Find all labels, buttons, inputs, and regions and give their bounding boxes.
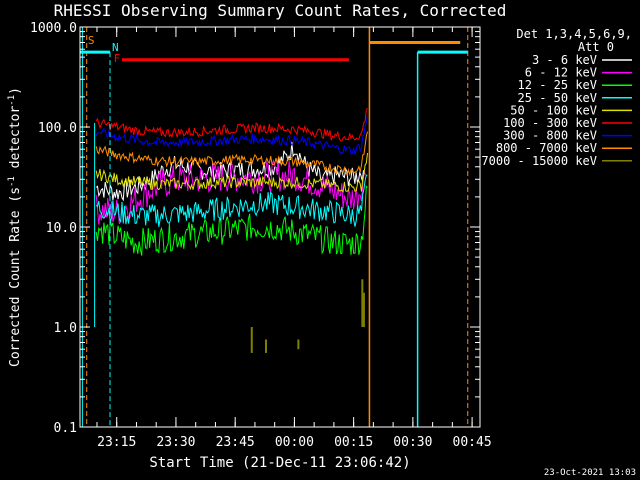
x-axis-label: Start Time (21-Dec-11 23:06:42) bbox=[149, 455, 410, 471]
flag-annotation-s: S bbox=[88, 34, 95, 47]
y-tick-label: 1000.0 bbox=[30, 21, 77, 36]
flag-annotation-n: N bbox=[112, 41, 119, 54]
series-line-2 bbox=[95, 185, 368, 256]
series-line-4 bbox=[95, 152, 368, 193]
series-line-6 bbox=[95, 115, 368, 155]
series-line-3 bbox=[95, 174, 368, 227]
legend-label-3: 25 - 50 keV bbox=[518, 91, 597, 105]
x-tick-label: 23:15 bbox=[97, 435, 136, 450]
y-axis-label-main: Corrected Count Rate (s bbox=[8, 187, 23, 367]
series-line-0 bbox=[95, 141, 364, 202]
legend-label-8: 7000 - 15000 keV bbox=[481, 154, 597, 168]
x-axis: 23:15 23:30 23:45 00:00 00:15 00:30 00:45 bbox=[96, 27, 492, 450]
series-line-1 bbox=[95, 158, 366, 225]
legend-label-1: 6 - 12 keV bbox=[525, 66, 597, 80]
legend-header-line-2: Att 0 bbox=[578, 40, 614, 54]
y-tick-label: 0.1 bbox=[54, 421, 77, 436]
chart-title: RHESSI Observing Summary Count Rates, Co… bbox=[54, 1, 507, 20]
series-line-7 bbox=[95, 131, 368, 177]
y-tick-label: 100.0 bbox=[38, 121, 77, 136]
x-tick-label: 00:15 bbox=[334, 435, 373, 450]
legend-label-7: 800 - 7000 keV bbox=[496, 141, 597, 155]
x-tick-label: 00:30 bbox=[393, 435, 432, 450]
legend-header-line-1: Det 1,3,4,5,6,9, bbox=[516, 27, 632, 41]
flag-annotation-f: F bbox=[114, 52, 121, 65]
y-axis: 0.1 1.0 10.0 100.0 1000.0 bbox=[30, 21, 480, 436]
legend-label-2: 12 - 25 keV bbox=[518, 78, 597, 92]
x-tick-label: 00:00 bbox=[275, 435, 314, 450]
y-axis-label-close: ) bbox=[8, 87, 23, 95]
series-line-5 bbox=[95, 107, 368, 142]
plot-frame bbox=[79, 26, 481, 428]
y-tick-label: 1.0 bbox=[54, 321, 77, 336]
y-axis-label-tail: detector bbox=[8, 106, 23, 177]
x-tick-label: 00:45 bbox=[453, 435, 492, 450]
flag-layer: S NF bbox=[80, 27, 469, 427]
series-layer bbox=[95, 107, 368, 353]
y-axis-label-sup-1: -1 bbox=[7, 176, 17, 187]
y-axis-label: Corrected Count Rate (s-1 detector-1) bbox=[7, 87, 23, 367]
x-tick-label: 23:45 bbox=[216, 435, 255, 450]
legend-label-6: 300 - 800 keV bbox=[503, 129, 597, 143]
footer-timestamp: 23-Oct-2021 13:03 bbox=[544, 468, 636, 478]
x-tick-label: 23:30 bbox=[156, 435, 195, 450]
legend-label-4: 50 - 100 keV bbox=[510, 103, 597, 117]
y-tick-label: 10.0 bbox=[46, 221, 77, 236]
legend-label-0: 3 - 6 keV bbox=[532, 53, 597, 67]
y-axis-label-sup-2: -1 bbox=[7, 95, 17, 106]
legend-label-5: 100 - 300 keV bbox=[503, 116, 597, 130]
